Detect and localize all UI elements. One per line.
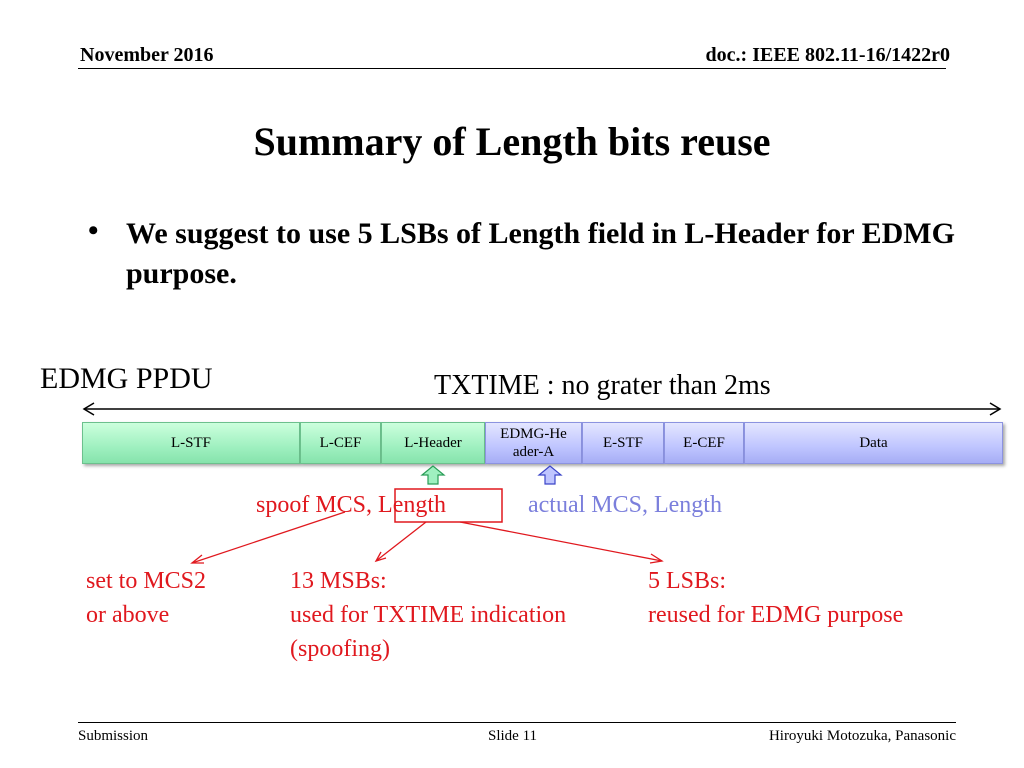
footer-rule xyxy=(78,722,956,723)
field-edmg-header-a: EDMG-Header-A xyxy=(485,422,582,464)
edmg-header-up-arrow xyxy=(537,465,563,485)
note-msbs-line: (spoofing) xyxy=(290,636,390,662)
footer-author: Hiroyuki Motozuka, Panasonic xyxy=(768,728,956,744)
note-lsbs-line: reused for EDMG purpose xyxy=(648,602,904,628)
txtime-label: TXTIME : no grater than 2ms xyxy=(434,370,771,401)
field-l-header: L-Header xyxy=(381,422,485,464)
actual-label: actual MCS, Length xyxy=(528,492,722,518)
field-e-cef: E-CEF xyxy=(664,422,744,464)
edmg-ppdu-label: EDMG PPDU xyxy=(40,362,213,395)
field-l-stf: L-STF xyxy=(82,422,300,464)
bullet-text: We suggest to use 5 LSBs of Length field… xyxy=(126,217,955,290)
note-msbs-line: used for TXTIME indication xyxy=(290,602,567,628)
note-msbs: 13 MSBs: used for TXTIME indication (spo… xyxy=(290,564,566,666)
bullet-marker: • xyxy=(88,214,99,247)
header-rule xyxy=(78,68,946,69)
spoof-label: spoof MCS, Length xyxy=(256,492,447,518)
note-mcs: set to MCS2 or above xyxy=(86,564,206,632)
note-mcs-line: or above xyxy=(86,602,170,628)
note-msbs-line: 13 MSBs: xyxy=(290,568,387,594)
footer-slide-number: Slide 11 xyxy=(488,728,538,744)
field-data: Data xyxy=(744,422,1003,464)
l-header-up-arrow xyxy=(420,465,446,485)
footer-submission: Submission xyxy=(78,728,149,744)
slide-title: Summary of Length bits reuse xyxy=(253,119,771,164)
note-lsbs: 5 LSBs: reused for EDMG purpose xyxy=(648,564,903,632)
field-l-cef: L-CEF xyxy=(300,422,381,464)
field-e-stf: E-STF xyxy=(582,422,664,464)
length-highlight-box xyxy=(394,488,503,523)
header-doc-id: doc.: IEEE 802.11-16/1422r0 xyxy=(705,44,950,66)
note-lsbs-line: 5 LSBs: xyxy=(648,568,727,594)
header-date: November 2016 xyxy=(80,44,214,66)
note-mcs-line: set to MCS2 xyxy=(86,568,207,594)
